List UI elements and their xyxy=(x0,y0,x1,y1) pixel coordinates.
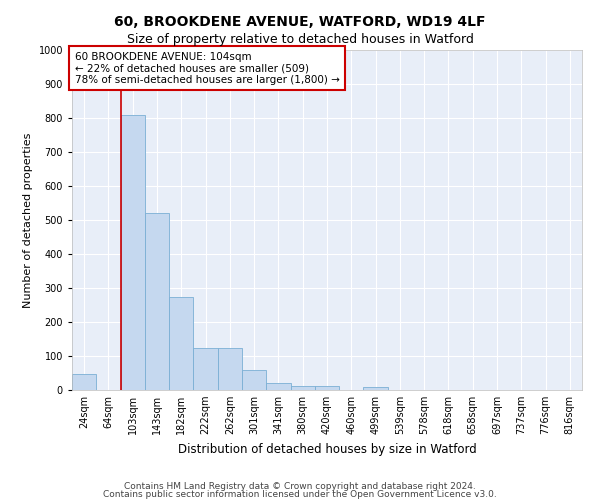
Text: 60 BROOKDENE AVENUE: 104sqm
← 22% of detached houses are smaller (509)
78% of se: 60 BROOKDENE AVENUE: 104sqm ← 22% of det… xyxy=(74,52,340,85)
Bar xyxy=(169,296,193,390)
Text: Contains HM Land Registry data © Crown copyright and database right 2024.: Contains HM Land Registry data © Crown c… xyxy=(124,482,476,491)
X-axis label: Distribution of detached houses by size in Watford: Distribution of detached houses by size … xyxy=(178,442,476,456)
Bar xyxy=(364,386,388,390)
Y-axis label: Number of detached properties: Number of detached properties xyxy=(23,132,33,308)
Bar xyxy=(315,386,339,390)
Bar xyxy=(145,213,169,390)
Bar xyxy=(266,382,290,390)
Bar xyxy=(193,348,218,390)
Text: 60, BROOKDENE AVENUE, WATFORD, WD19 4LF: 60, BROOKDENE AVENUE, WATFORD, WD19 4LF xyxy=(114,15,486,29)
Text: Size of property relative to detached houses in Watford: Size of property relative to detached ho… xyxy=(127,32,473,46)
Bar xyxy=(121,114,145,390)
Text: Contains public sector information licensed under the Open Government Licence v3: Contains public sector information licen… xyxy=(103,490,497,499)
Bar xyxy=(218,348,242,390)
Bar xyxy=(242,370,266,390)
Bar xyxy=(290,386,315,390)
Bar xyxy=(72,374,96,390)
